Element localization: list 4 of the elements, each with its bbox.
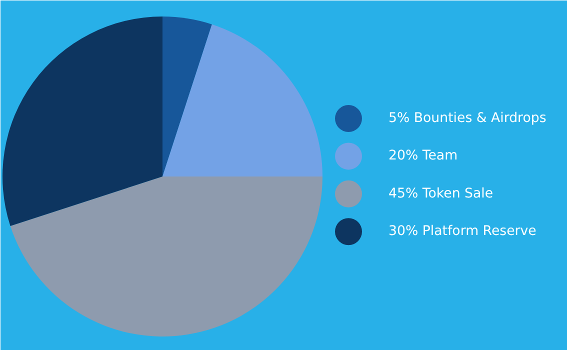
legend-label: 30% Platform Reserve xyxy=(388,224,536,240)
legend-label: 45% Token Sale xyxy=(388,186,494,202)
legend-label: 5% Bounties & Airdrops xyxy=(388,111,546,126)
legend-label: 20% Team xyxy=(388,148,458,164)
